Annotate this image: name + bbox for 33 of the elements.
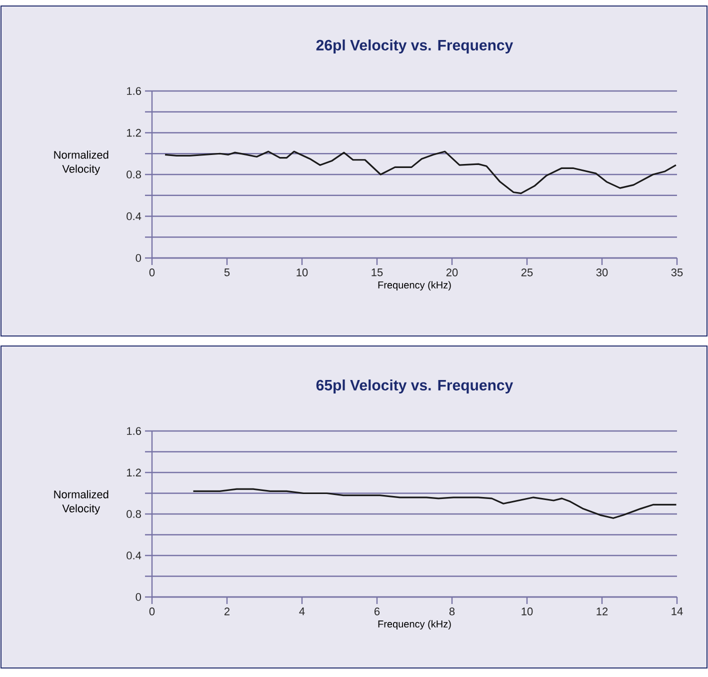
y-tick-label: 0 [136,254,142,262]
y-tick-label: 0.4 [126,552,142,560]
y-axis-title: Normalized Velocity [54,490,108,514]
x-tick-label: 20 [446,268,458,276]
y-tick-label: 0.8 [126,510,141,518]
line-series [164,150,677,194]
x-tick-label: 2 [224,608,230,616]
x-tick-label: 15 [372,268,383,276]
x-tick-label: 10 [296,268,308,276]
x-tick-label: 5 [224,268,230,276]
x-tick-label: 10 [522,608,533,616]
chart-title: 26pl Velocity vs. Frequency [316,39,514,54]
x-tick-label: 14 [672,608,683,616]
x-axis-title: Frequency (kHz) [378,620,451,630]
y-tick-label: 1.6 [127,427,141,435]
y-tick-label: 1.6 [127,87,141,95]
y-tick-label: 0.8 [126,170,141,178]
x-tick-label: 0 [149,268,155,276]
y-tick-label: 0 [136,593,142,601]
y-tick-label: 1.2 [127,468,141,476]
y-tick-label: 0.4 [126,212,142,220]
x-tick-label: 30 [596,268,608,276]
x-tick-label: 0 [149,608,155,616]
x-tick-label: 12 [596,608,608,616]
x-tick-label: 25 [521,268,533,276]
x-axis-title: Frequency (kHz) [378,281,451,290]
y-axis-title: Normalized Velocity [54,150,108,175]
chart-title: 65pl Velocity vs. Frequency [316,379,514,394]
x-tick-label: 6 [374,608,380,616]
y-tick-label: 1.2 [127,128,141,137]
x-tick-label: 4 [299,608,305,616]
x-tick-label: 35 [671,268,683,276]
x-tick-label: 8 [449,608,455,616]
